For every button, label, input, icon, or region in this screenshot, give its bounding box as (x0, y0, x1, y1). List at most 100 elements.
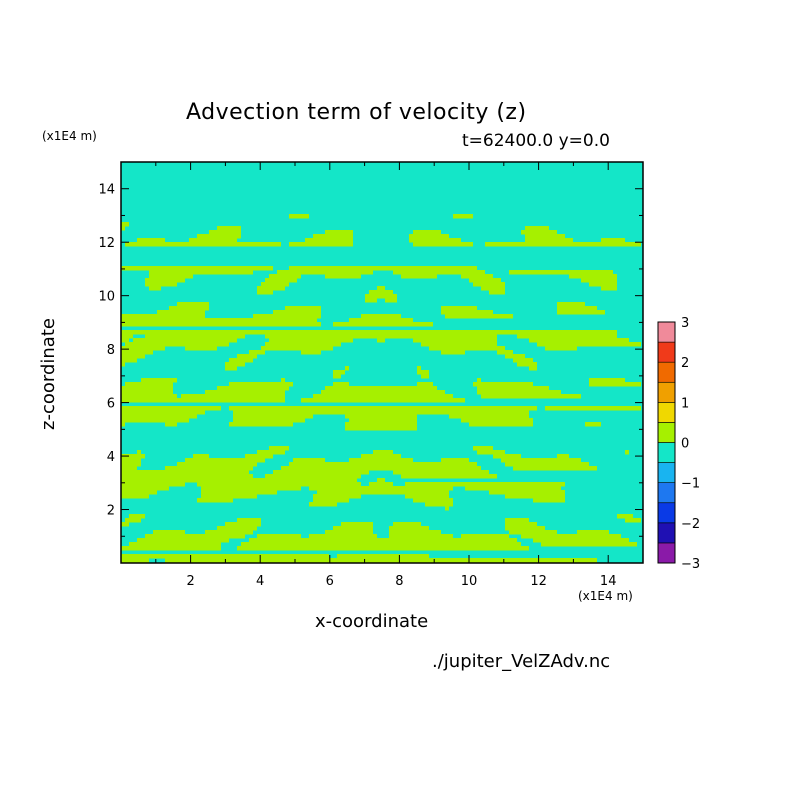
contour-cell (337, 554, 429, 559)
y-axis-unit: (x1E4 m) (42, 129, 97, 143)
contour-cell (217, 526, 257, 531)
contour-cell (121, 482, 185, 487)
contour-cell (333, 370, 345, 375)
colorbar-swatch (657, 482, 676, 504)
contour-cell (313, 394, 453, 399)
contour-cell (145, 282, 177, 287)
contour-cell (121, 406, 221, 411)
contour-cell (121, 386, 173, 391)
contour-cell (205, 390, 285, 395)
contour-cell (557, 302, 585, 307)
contour-cell (369, 290, 393, 295)
contour-cell (441, 350, 465, 355)
contour-cell (121, 398, 285, 403)
contour-cell (545, 406, 641, 411)
contour-cell (125, 518, 141, 523)
contour-cell (197, 482, 361, 487)
contour-cell (521, 230, 557, 235)
field-background (121, 162, 643, 563)
contour-cell (349, 418, 417, 423)
contour-cell (505, 462, 589, 467)
contour-cell (465, 486, 561, 491)
contour-cell (185, 346, 217, 351)
contour-cell (525, 238, 573, 243)
contour-cell (257, 534, 301, 539)
colorbar-frame (657, 321, 676, 564)
contour-cell (145, 534, 245, 539)
contour-cell (289, 462, 477, 467)
contour-cell (569, 274, 617, 279)
contour-cell (417, 382, 433, 387)
contour-cell (477, 450, 505, 455)
contour-cell (121, 226, 125, 231)
contour-cell (121, 422, 125, 427)
contour-cell (413, 338, 497, 343)
contour-cell (373, 450, 393, 455)
contour-cell (425, 502, 453, 507)
contour-cell (325, 386, 437, 391)
contour-cell (245, 454, 273, 459)
contour-cell (261, 282, 289, 287)
contour-cell (537, 342, 641, 347)
contour-cell (177, 302, 209, 307)
contour-cell (421, 342, 497, 347)
contour-cell (529, 366, 537, 371)
contour-cell (153, 530, 185, 535)
contour-cell (509, 270, 613, 275)
contour-cell (345, 366, 349, 371)
contour-cell (169, 306, 209, 311)
contour-cell (505, 494, 565, 499)
contour-cell (625, 450, 629, 455)
contour-cell (289, 266, 477, 271)
contour-cell (281, 378, 285, 383)
contour-cell (333, 526, 373, 531)
contour-cell (473, 282, 505, 287)
contour-cell (277, 270, 373, 275)
contour-cell (453, 214, 473, 219)
contour-cell (489, 490, 565, 495)
contour-cell (121, 466, 137, 471)
contour-cell (137, 450, 141, 455)
contour-cell (401, 474, 497, 479)
contour-cell (509, 530, 557, 535)
contour-cell (181, 394, 285, 399)
contour-cell (197, 498, 233, 503)
x-tick-label: 4 (256, 574, 264, 589)
contour-cell (413, 242, 473, 247)
contour-cell (273, 470, 369, 475)
contour-cell (505, 354, 525, 359)
contour-cell (445, 506, 449, 511)
contour-cell (121, 362, 125, 367)
contour-cell (513, 358, 533, 363)
contour-cell (469, 422, 533, 427)
contour-cell (485, 242, 641, 247)
contour-cell (229, 406, 537, 411)
contour-cell (409, 234, 449, 239)
contour-cell (121, 338, 129, 343)
contour-cell (525, 234, 565, 239)
contour-cell (121, 410, 205, 415)
contour-cell (121, 490, 157, 495)
contour-cell (477, 390, 561, 395)
contour-cell (253, 314, 321, 319)
contour-cell (377, 286, 385, 291)
contour-cell (461, 418, 533, 423)
contour-cell (121, 322, 321, 327)
contour-cell (145, 278, 185, 283)
contour-cell (517, 362, 537, 367)
contour-cell (165, 466, 253, 471)
contour-cell (445, 314, 513, 319)
contour-cell (617, 514, 633, 519)
contour-cell (585, 422, 601, 427)
contour-cell (121, 418, 189, 423)
contour-cell (237, 546, 529, 551)
y-tick-label: 2 (107, 504, 115, 519)
colorbar-tick-label: −3 (681, 557, 700, 572)
contour-cell (481, 394, 581, 399)
contour-cell (189, 238, 237, 243)
contour-cell (269, 274, 301, 279)
colorbar-tick-label: 3 (681, 316, 689, 331)
contour-cell (369, 482, 393, 487)
contour-cell (289, 214, 309, 219)
contour-cell (333, 322, 433, 327)
